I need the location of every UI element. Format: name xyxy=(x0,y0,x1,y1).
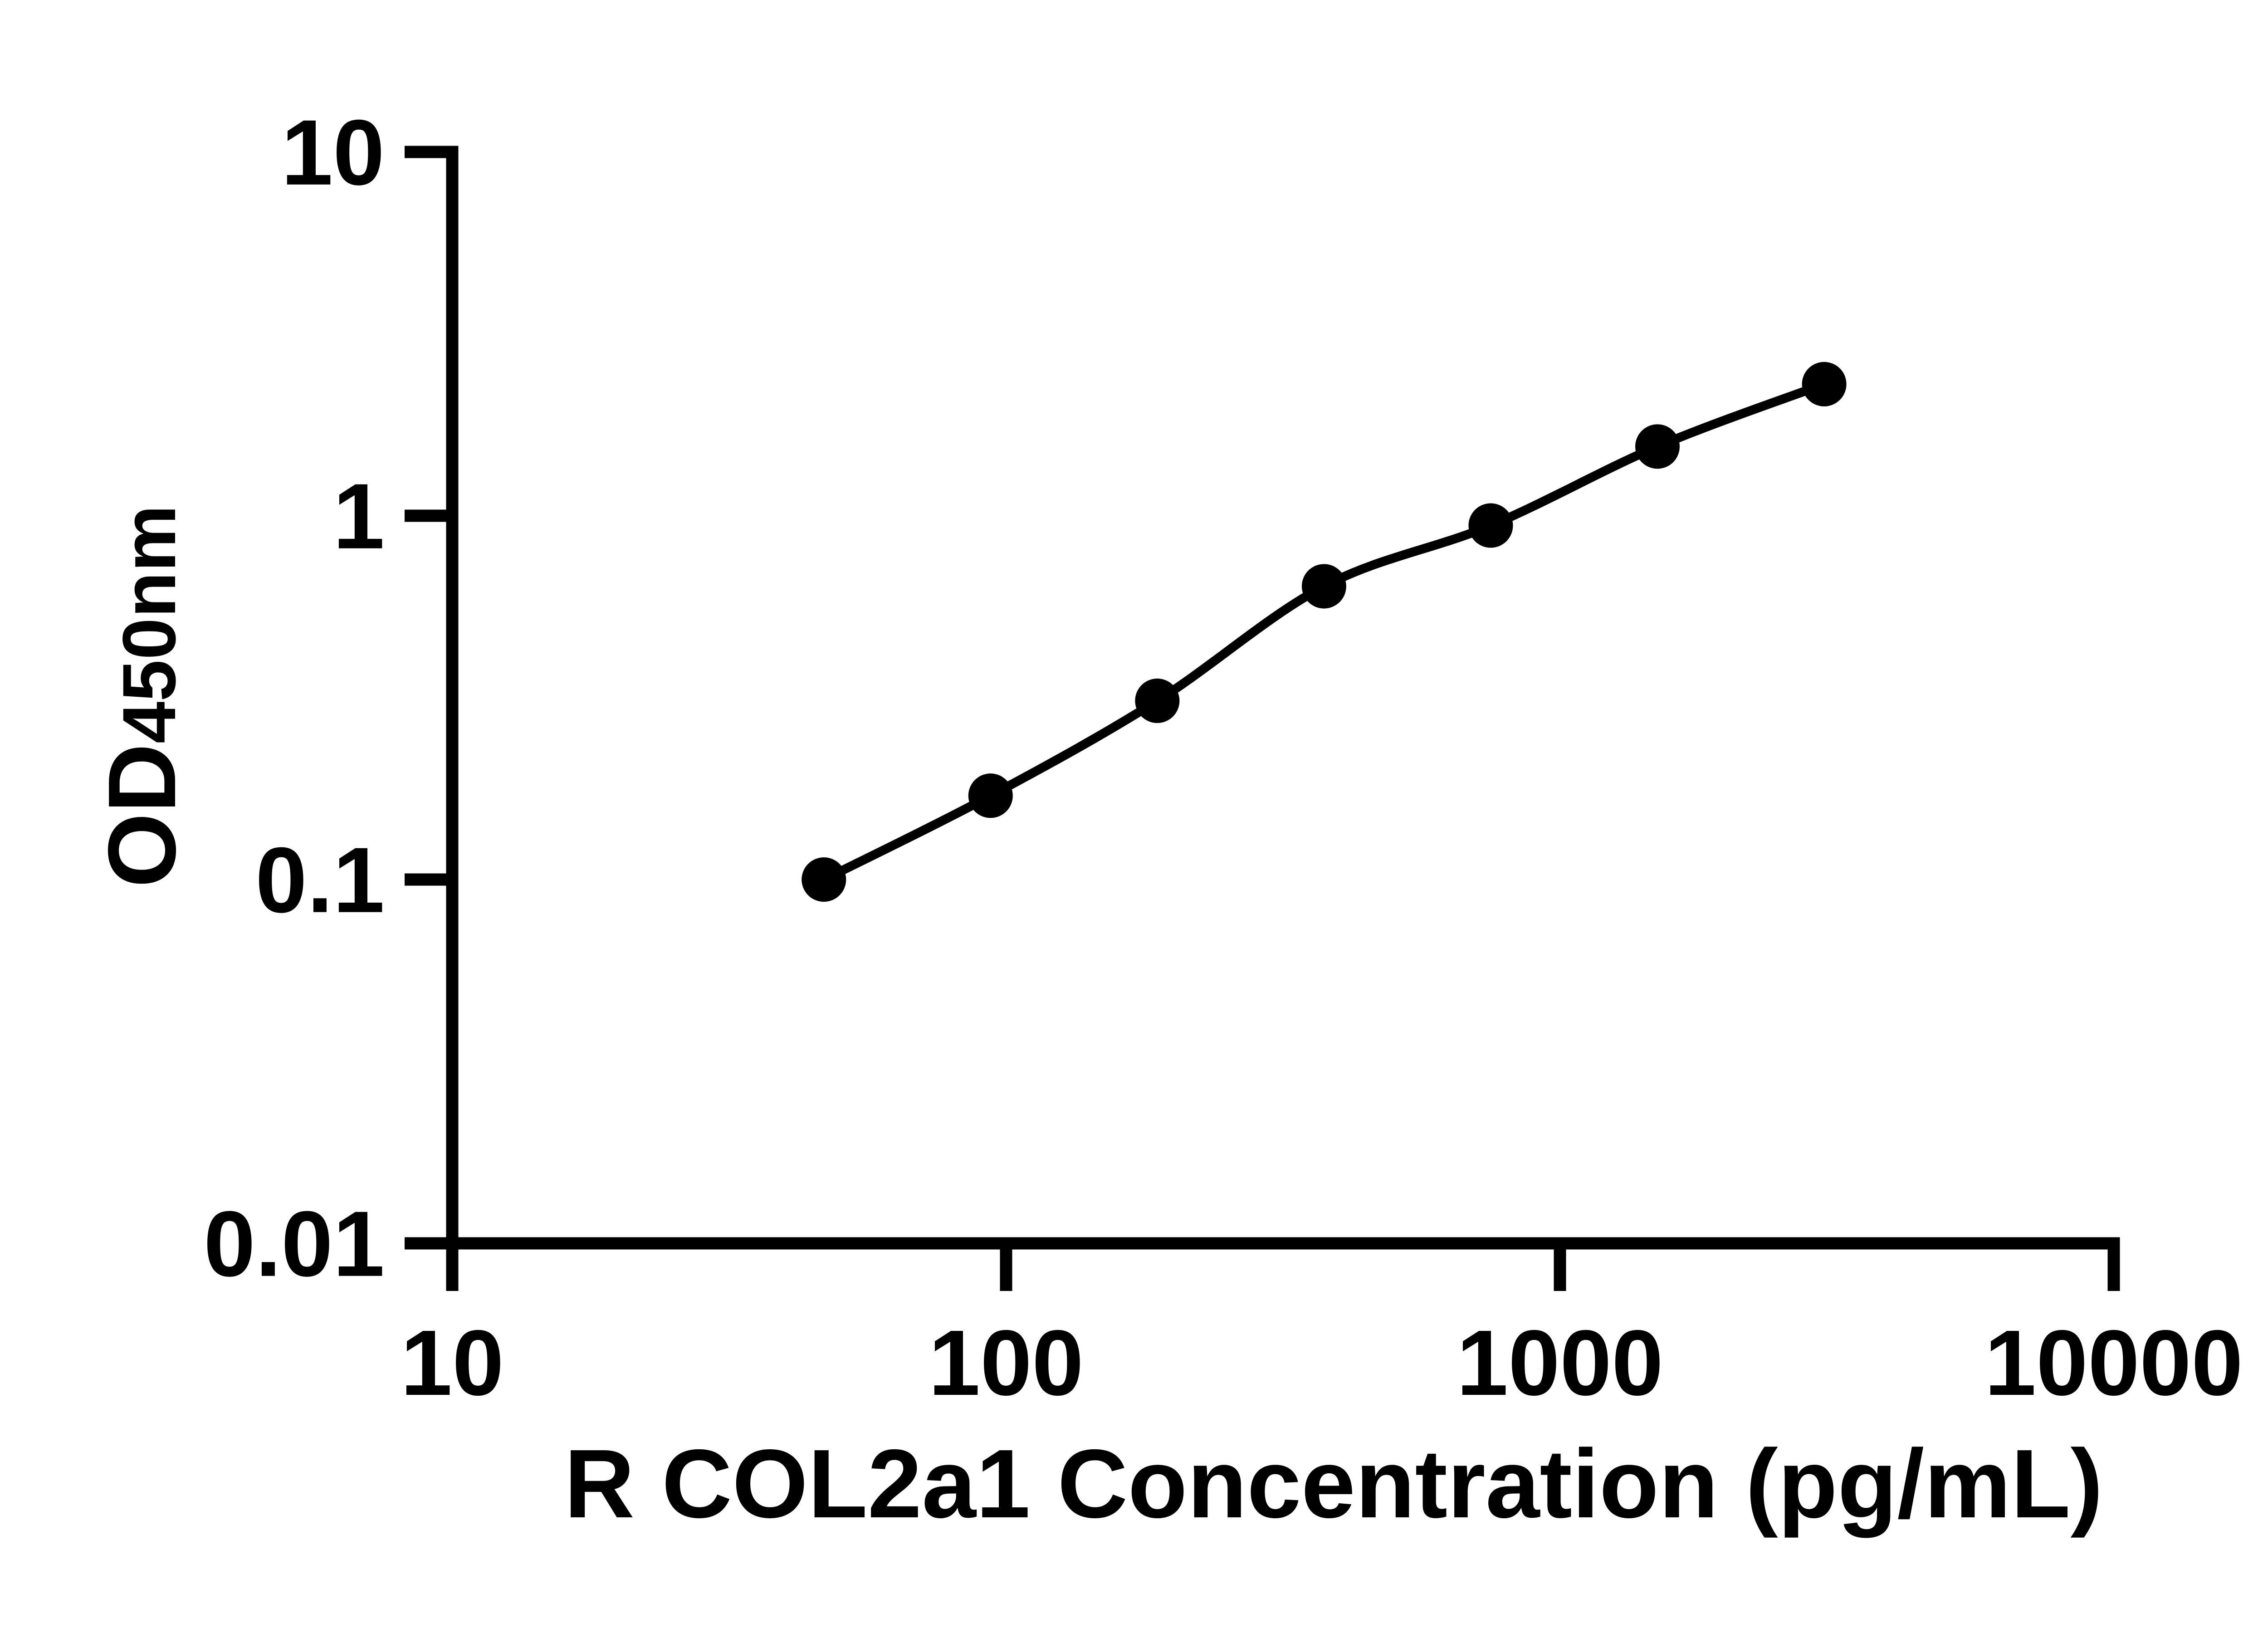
y-tick-label: 0.01 xyxy=(204,1192,385,1296)
data-point xyxy=(1802,362,1847,406)
data-point xyxy=(1301,564,1346,609)
y-axis-title-main: OD xyxy=(88,743,196,888)
axes xyxy=(446,146,2120,1250)
y-tick-label: 0.1 xyxy=(255,828,385,932)
data-point xyxy=(1468,503,1513,548)
data-series xyxy=(802,362,1847,902)
y-tick-label: 10 xyxy=(281,101,385,205)
data-point xyxy=(968,773,1013,818)
data-point xyxy=(802,857,846,902)
x-tick-label: 10 xyxy=(401,1311,504,1415)
data-point xyxy=(1635,424,1680,469)
axis-ticks xyxy=(405,146,2120,1291)
x-tick-label: 100 xyxy=(929,1311,1084,1415)
y-tick-label: 1 xyxy=(333,464,385,568)
y-axis-title: OD450nm xyxy=(88,505,196,888)
x-tick-label: 1000 xyxy=(1457,1311,1663,1415)
x-tick-label: 10000 xyxy=(1984,1311,2243,1415)
x-axis-title: R COL2a1 Concentration (pg/mL) xyxy=(564,1429,2103,1538)
y-axis-title-sub: 450nm xyxy=(108,505,191,743)
data-point xyxy=(1135,678,1180,723)
